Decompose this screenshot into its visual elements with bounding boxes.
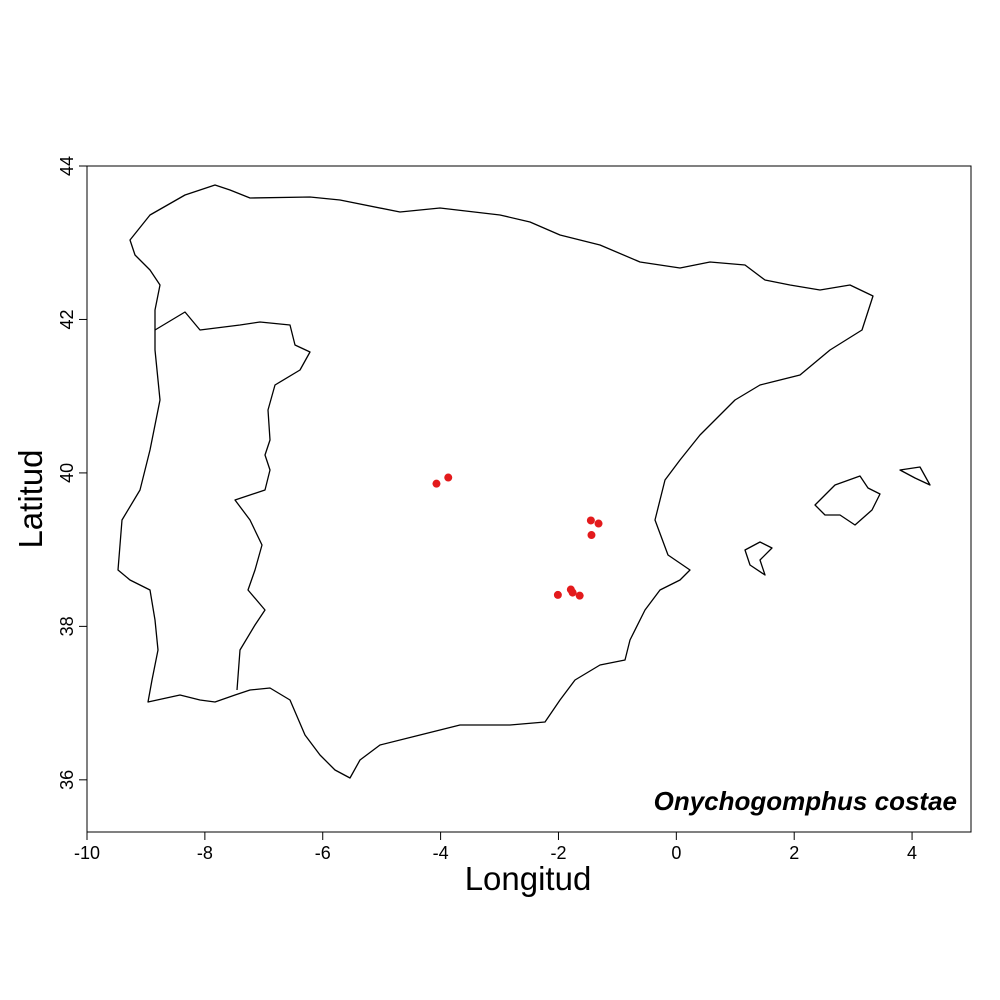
record-point [594,519,603,528]
y-tick-label: 36 [57,770,77,790]
y-tick-label: 44 [57,156,77,176]
mallorca [814,475,881,526]
species-title: Onychogomphus costae [654,786,957,816]
x-axis-label: Longitud [465,860,592,897]
record-point [553,590,562,599]
portugal-border [154,311,311,691]
y-tick-label: 38 [57,616,77,636]
iberia-outline [117,184,874,779]
y-tick-label: 42 [57,309,77,329]
x-tick-label: -10 [74,843,100,863]
menorca [899,466,931,486]
coastline [117,184,931,779]
x-tick-label: -2 [550,843,566,863]
y-axis-label: Latitud [12,449,49,548]
x-tick-label: 4 [907,843,917,863]
plot-frame [86,165,972,833]
record-point [575,591,584,600]
x-tick-label: 2 [789,843,799,863]
x-tick-label: -8 [197,843,213,863]
record-point [586,516,595,525]
record-point [444,473,453,482]
x-tick-label: -6 [315,843,331,863]
x-tick-label: 0 [671,843,681,863]
record-point [568,588,577,597]
record-point [587,531,596,540]
x-tick-label: -4 [433,843,449,863]
record-point [432,479,441,488]
y-tick-label: 40 [57,463,77,483]
ibiza [744,541,773,576]
